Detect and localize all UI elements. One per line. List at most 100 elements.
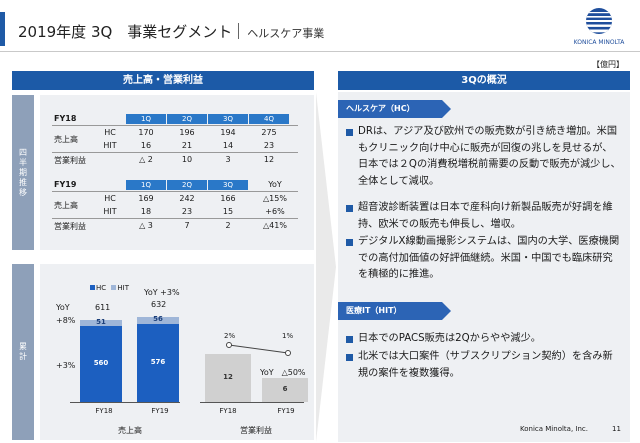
fy19-hit-q1: 18	[140, 207, 152, 216]
bar-hit-fy18-label: 51	[96, 317, 106, 326]
fy18-label: FY18	[54, 114, 77, 123]
margin-point-fy19	[285, 350, 291, 356]
right-panel-title: 3Qの概況	[338, 71, 630, 90]
bullet-hc-1: DRは、アジア及び欧州での販売数が引き続き増加。米国もクリニック向け中心に販売が…	[346, 124, 622, 190]
group-label-sales: 売上高	[118, 426, 142, 435]
bullet-hc-2: 超音波診断装置は日本で産科向け新製品販売が好調を維持、欧米での販売も伸長し、増収…	[346, 200, 622, 233]
fy18-q3-header: 3Q	[208, 114, 248, 124]
fy19-hc-q2: 242	[179, 194, 195, 203]
bar-op-fy18	[205, 354, 251, 402]
fy19-divider-2	[52, 218, 298, 219]
bar-op-fy18-label: 12	[223, 373, 233, 381]
legend-hit: HIT	[117, 284, 129, 292]
fy18-q4-header: 4Q	[249, 114, 289, 124]
fy19-q1-header: 1Q	[126, 180, 166, 190]
fy18-hc-q2: 196	[179, 128, 195, 137]
chart-yoy-label: YoY	[56, 303, 70, 312]
op-axis	[200, 402, 304, 403]
logo-globe-icon	[586, 8, 612, 34]
x-tick-fy19-sales: FY19	[151, 407, 169, 415]
group-label-op: 営業利益	[240, 426, 272, 435]
bar-hc-fy18-label: 560	[93, 359, 109, 368]
fy18-hit-q3: 14	[222, 141, 234, 150]
x-tick-fy18-op: FY18	[219, 407, 237, 415]
bullet-square-icon	[346, 239, 353, 246]
legend-hit-swatch	[111, 285, 117, 290]
fy18-hc-label: HC	[104, 128, 116, 137]
fy19-hit-q3: 15	[222, 207, 234, 216]
fy18-hit-q4: 23	[263, 141, 275, 150]
sales-axis	[70, 402, 180, 403]
bullet-hit-1: 日本でのPACS販売は2Qからやや減少。	[346, 331, 622, 348]
section-heading-hc: ヘルスケア（HC）	[338, 100, 451, 118]
bar-op-fy19-label: 6	[282, 385, 288, 393]
fy18-sales-label: 売上高	[54, 135, 78, 144]
fy19-yoy-header: YoY	[268, 180, 282, 189]
bullet-square-icon	[346, 354, 353, 361]
bullet-hit-2: 北米では大口案件（サブスクリプション契約）を含み新規の案件を複数獲得。	[346, 349, 622, 382]
fy19-hc-q1: 169	[138, 194, 154, 203]
bullet-square-icon	[346, 336, 353, 343]
fy18-op-label: 営業利益	[54, 156, 86, 165]
margin-point-fy18	[226, 342, 232, 348]
fy18-hit-q2: 21	[181, 141, 193, 150]
chart-legend: HC HIT	[90, 284, 129, 292]
fy19-op-q1: △ 3	[139, 221, 153, 230]
fy18-q1-header: 1Q	[126, 114, 166, 124]
total-fy18: 611	[95, 303, 111, 312]
fy18-hit-label: HIT	[103, 141, 117, 150]
bar-op-fy19	[262, 378, 308, 402]
page-title: 2019年度 3Q 事業セグメント ヘルスケア事業	[18, 23, 325, 41]
fy19-yoy-hit: +6%	[265, 207, 285, 216]
fy18-op-q4: 12	[263, 155, 275, 164]
chart-yoy-hc: +3%	[56, 361, 76, 370]
x-tick-fy19-op: FY19	[277, 407, 295, 415]
fy18-divider-2	[52, 152, 298, 153]
bullet-square-icon	[346, 129, 353, 136]
overview-panel	[338, 92, 630, 442]
fy18-q2-header: 2Q	[167, 114, 207, 124]
fy19-yoy-op: △41%	[263, 221, 287, 230]
fy19-hc-label: HC	[104, 194, 116, 203]
section-heading-hit: 医療IT（HIT）	[338, 302, 451, 320]
unit-label: 【億円】	[592, 60, 624, 69]
fy19-hc-q3: 166	[220, 194, 236, 203]
chart-yoy-total: YoY +3%	[144, 288, 180, 297]
fy19-yoy-hc: △15%	[263, 194, 287, 203]
bar-hc-fy18	[80, 326, 122, 402]
footer-company: Konica Minolta, Inc.	[520, 425, 588, 433]
fy18-divider	[52, 125, 298, 126]
margin-fy18: 2%	[224, 332, 236, 340]
bullet-hc-3: デジタルX線動画撮影システムは、国内の大学、医療機関での高付加価値の好評価継続。…	[346, 234, 622, 284]
fy19-hit-label: HIT	[103, 207, 117, 216]
fy19-q2-header: 2Q	[167, 180, 207, 190]
tab-quarterly: 四半期推移	[12, 95, 34, 250]
fy19-label: FY19	[54, 180, 77, 189]
chart-yoy-hit: +8%	[56, 316, 76, 325]
tab-cumulative: 累計	[12, 264, 34, 440]
fy19-q3-header: 3Q	[208, 180, 248, 190]
legend-hc: HC	[96, 284, 107, 292]
fy18-op-q2: 10	[181, 155, 193, 164]
page-number: 11	[612, 425, 621, 433]
op-yoy: YoY △50%	[260, 368, 306, 377]
bar-hit-fy19	[137, 316, 179, 325]
header-accent	[0, 12, 5, 46]
bar-hc-fy19-label: 576	[150, 358, 166, 367]
bar-hit-fy19-label: 56	[153, 315, 163, 324]
left-panel-title: 売上高・営業利益	[12, 71, 314, 90]
fy18-hit-q1: 16	[140, 141, 152, 150]
fy19-op-label: 営業利益	[54, 222, 86, 231]
margin-trend-line	[226, 342, 291, 356]
company-logo: KONICA MINOLTA	[568, 6, 630, 48]
bar-hit-fy18	[80, 319, 122, 327]
x-tick-fy18-sales: FY18	[95, 407, 113, 415]
arrow-right-icon	[316, 92, 336, 442]
fy18-op-q1: △ 2	[139, 155, 153, 164]
fy19-divider	[52, 191, 298, 192]
total-fy19: 632	[151, 300, 167, 309]
page-subtitle: ヘルスケア事業	[247, 27, 325, 40]
legend-hc-swatch	[90, 285, 95, 290]
logo-text: KONICA MINOLTA	[573, 39, 625, 46]
